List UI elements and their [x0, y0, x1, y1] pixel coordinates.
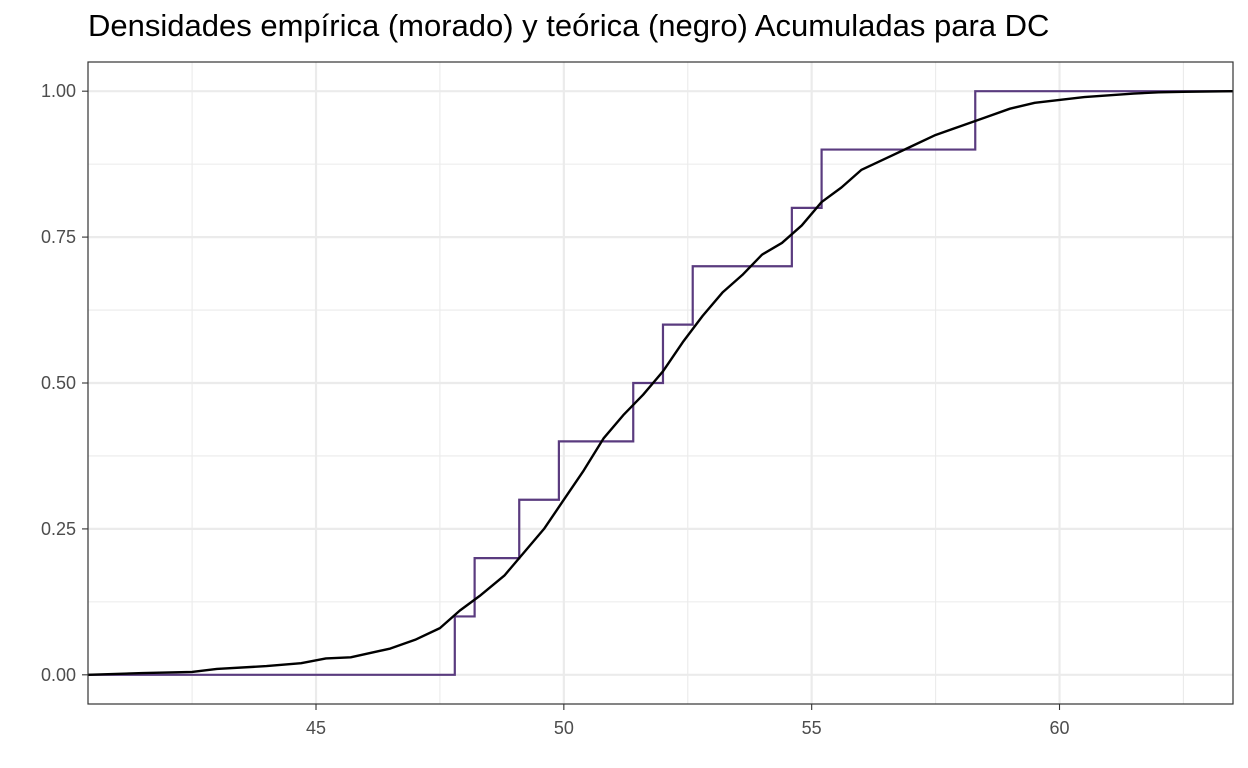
- axes-layer: 45 50 55 60 0.00 0.25 0.50 0.75 1.00: [41, 81, 1070, 738]
- series-layer: [87, 89, 1234, 677]
- x-tick-label: 50: [554, 718, 574, 738]
- x-tick-label: 55: [802, 718, 822, 738]
- chart-title: Densidades empírica (morado) y teórica (…: [88, 8, 1050, 43]
- x-tick-label: 45: [306, 718, 326, 738]
- y-tick-label: 0.25: [41, 519, 76, 539]
- y-tick-label: 0.00: [41, 665, 76, 685]
- grid-lines: [88, 62, 1233, 704]
- empirical-cdf-step-line: [88, 90, 1233, 676]
- y-tick-label: 1.00: [41, 81, 76, 101]
- y-tick-label: 0.75: [41, 227, 76, 247]
- x-tick-label: 60: [1049, 718, 1069, 738]
- y-tick-label: 0.50: [41, 373, 76, 393]
- theoretical-cdf-line: [87, 89, 1234, 677]
